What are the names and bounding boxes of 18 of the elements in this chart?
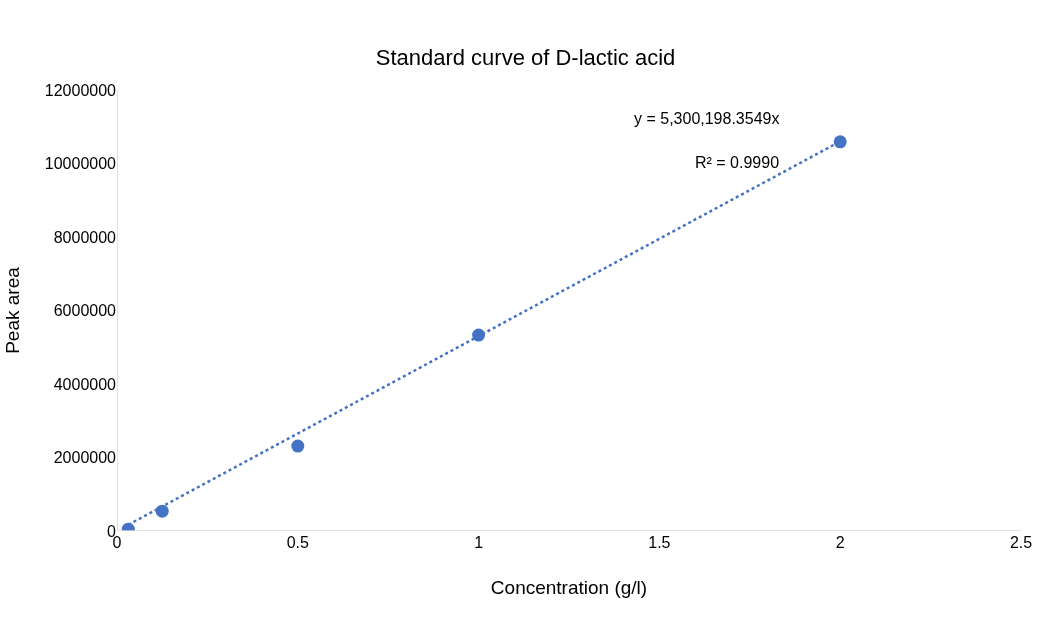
y-tick-label: 6000000 <box>53 302 117 320</box>
x-tick-label: 1 <box>474 534 484 551</box>
x-tick-label: 1.5 <box>648 534 671 551</box>
point <box>833 135 847 149</box>
point <box>291 439 305 453</box>
x-axis-title: Concentration (g/l) <box>490 576 648 598</box>
annotation: R² = 0.9990 <box>695 154 780 171</box>
x-tick-label: 0.5 <box>286 534 310 551</box>
y-tick-label: 2000000 <box>53 449 117 467</box>
x-tick-label: 2 <box>835 534 845 551</box>
chart-title: Standard curve of D-lactic acid <box>375 45 676 71</box>
annotation: y = 5,300,198.3549x <box>634 110 780 127</box>
y-tick-label: 12000000 <box>44 81 117 99</box>
x-tick-label: 2.5 <box>1009 534 1033 551</box>
y-axis-title: Peak area <box>1 266 23 354</box>
y-tick-label: 4000000 <box>53 375 117 393</box>
y-tick-label: 8000000 <box>53 228 117 246</box>
y-tick-label: 10000000 <box>44 155 117 173</box>
